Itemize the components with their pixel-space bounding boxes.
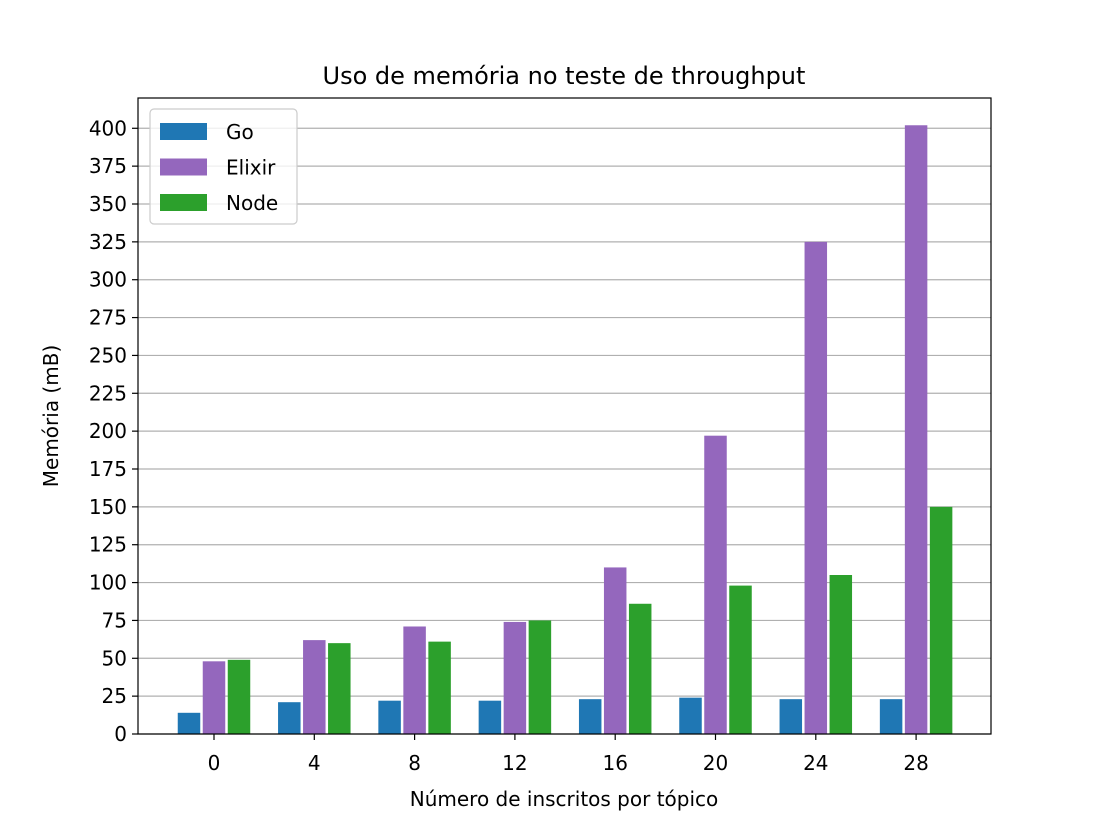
- bar-go-4: [278, 702, 301, 734]
- plot-frame: [137, 97, 992, 735]
- x-tick-label: 4: [308, 751, 321, 775]
- y-tick-label: 325: [89, 230, 127, 254]
- bar-node-16: [628, 603, 652, 734]
- bar-go-12: [478, 700, 502, 734]
- y-axis: 0 25 50 75 100 125 150 175 200 225 250 275 300 325 350…: [89, 116, 138, 746]
- bar-elixir-0: [202, 661, 226, 734]
- x-tick-label: 20: [703, 751, 728, 775]
- bar-node-0: [227, 659, 251, 734]
- x-tick-label: 24: [803, 751, 828, 775]
- legend-label-node: Node: [226, 191, 278, 215]
- legend-swatch-go: [160, 123, 207, 140]
- legend-label-go: Go: [226, 120, 254, 144]
- bar-go-24: [779, 699, 803, 734]
- grid-lines: [138, 127, 991, 735]
- bar-go-20: [679, 697, 702, 734]
- y-tick-label: 300: [89, 268, 127, 292]
- bar-go-0: [177, 712, 201, 734]
- bar-node-24: [829, 575, 853, 734]
- y-tick-label: 275: [89, 306, 127, 330]
- x-tick-label: 28: [903, 751, 928, 775]
- y-tick-label: 250: [89, 343, 127, 367]
- bar-elixir-16: [603, 567, 627, 734]
- x-tick-label: 0: [208, 751, 221, 775]
- legend-label-elixir: Elixir: [226, 156, 276, 180]
- bar-elixir-4: [303, 640, 326, 734]
- x-axis-label: Número de inscritos por tópico: [410, 787, 719, 811]
- y-tick-label: 150: [89, 495, 127, 519]
- chart-title: Uso de memória no teste de throughput: [323, 62, 806, 90]
- bar-node-28: [929, 506, 953, 734]
- bar-elixir-24: [804, 241, 828, 734]
- y-tick-label: 225: [89, 381, 127, 405]
- bar-go-16: [578, 699, 602, 734]
- y-tick-label: 0: [114, 722, 127, 746]
- bar-node-4: [328, 643, 351, 734]
- y-axis-label: Memória (mB): [39, 345, 63, 487]
- y-tick-label: 25: [102, 684, 127, 708]
- bar-node-20: [729, 585, 752, 734]
- bar-go-8: [378, 700, 401, 734]
- x-tick-label: 12: [502, 751, 527, 775]
- bar-node-12: [528, 620, 552, 734]
- y-tick-label: 350: [89, 192, 127, 216]
- legend-swatch-elixir: [160, 158, 207, 176]
- x-axis: 0 4 8 12 16 20 24 28: [208, 734, 929, 775]
- y-tick-label: 100: [89, 571, 127, 595]
- y-tick-label: 375: [89, 154, 127, 178]
- bar-elixir-28: [904, 125, 928, 734]
- x-tick-label: 8: [408, 751, 421, 775]
- bars: [177, 125, 953, 734]
- bar-elixir-12: [503, 621, 527, 734]
- legend-swatch-node: [160, 194, 207, 211]
- legend: Go Elixir Node: [149, 108, 298, 225]
- y-tick-label: 175: [89, 457, 127, 481]
- y-tick-label: 400: [89, 116, 127, 140]
- bar-go-28: [879, 699, 903, 734]
- bar-elixir-8: [403, 626, 426, 734]
- bar-node-8: [428, 641, 451, 734]
- y-tick-label: 125: [89, 533, 127, 557]
- y-tick-label: 200: [89, 419, 127, 443]
- x-tick-label: 16: [602, 751, 627, 775]
- y-tick-label: 75: [102, 608, 127, 632]
- bar-elixir-20: [704, 435, 727, 734]
- y-tick-label: 50: [102, 646, 127, 670]
